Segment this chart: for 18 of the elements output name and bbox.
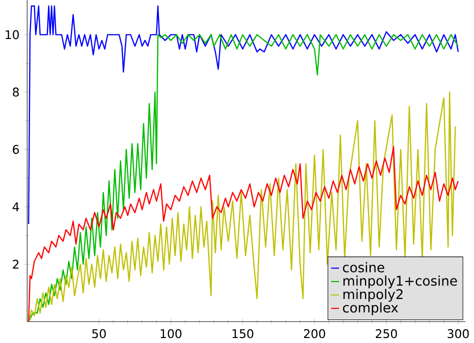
x-tick-label: 50 [92, 329, 106, 338]
line-series [28, 92, 456, 322]
x-tick-label: 200 [304, 329, 326, 338]
legend-label: complex [342, 302, 398, 316]
x-tick-label: 250 [376, 329, 397, 338]
line-series [28, 146, 459, 322]
y-tick-label: 6 [12, 145, 19, 154]
y-tick-label: 8 [12, 88, 19, 97]
x-tick-label: 300 [448, 329, 469, 338]
legend-label: minpoly2 [343, 289, 403, 302]
legend-label: minpoly1+cosine [343, 276, 457, 289]
x-tick-label: 150 [232, 329, 254, 338]
y-tick-label: 4 [12, 202, 19, 212]
line-series [28, 34, 459, 322]
y-tick-label: 10 [6, 30, 19, 40]
legend-label: cosine [342, 262, 384, 273]
y-tick-label: 2 [12, 260, 18, 269]
x-tick-label: 100 [160, 329, 182, 338]
